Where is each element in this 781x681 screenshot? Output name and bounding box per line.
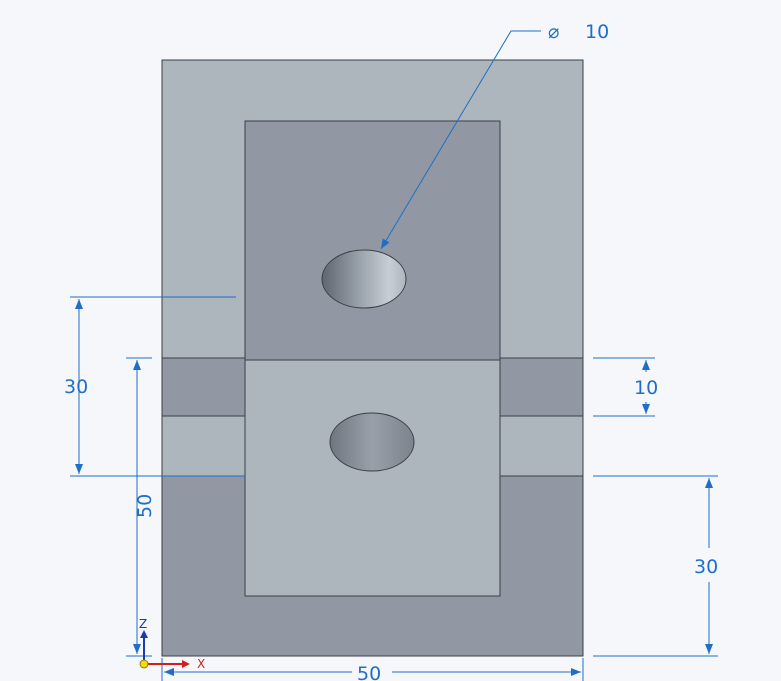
dimension-right-10[interactable] — [593, 357, 655, 417]
dimension-bottom-50-text: 50 — [357, 663, 381, 681]
dimension-bottom-50[interactable] — [161, 658, 584, 681]
dimension-left-50[interactable] — [126, 357, 152, 657]
right-slot-band-light — [499, 415, 584, 477]
lower-hole — [329, 412, 415, 472]
right-slot-band-dark — [499, 357, 584, 417]
upper-hole — [321, 249, 407, 309]
diameter-value: 10 — [585, 21, 609, 43]
x-axis-label: X — [197, 657, 205, 671]
x-axis-arrowhead-icon — [182, 660, 190, 668]
callout-leader — [380, 30, 541, 250]
left-slot-band-dark — [161, 357, 246, 417]
diameter-callout[interactable]: ⌀ 10 — [380, 21, 609, 250]
dimension-left-30-text: 30 — [64, 376, 88, 398]
diameter-symbol: ⌀ — [548, 21, 559, 43]
z-axis-label: Z — [139, 617, 147, 631]
dimension-right-30[interactable] — [593, 475, 718, 657]
upper-block-face — [244, 120, 501, 361]
dimension-left-30[interactable] — [70, 296, 245, 477]
left-slot-band-light — [161, 415, 246, 477]
origin-icon — [139, 659, 149, 669]
dimension-right-30-text: 30 — [694, 556, 718, 578]
z-axis-arrowhead-icon — [140, 630, 148, 638]
dimension-right-10-text: 10 — [634, 377, 658, 399]
lower-block-face — [244, 359, 501, 597]
part-body — [161, 59, 584, 657]
dimension-left-50-text: 50 — [134, 494, 156, 518]
coordinate-triad: Z X — [139, 617, 205, 671]
